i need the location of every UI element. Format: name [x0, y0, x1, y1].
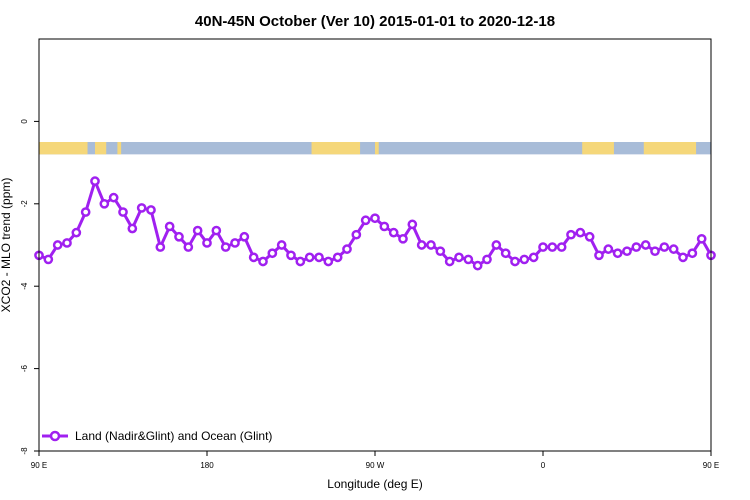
data-point: [155, 242, 166, 252]
data-point: [332, 252, 343, 263]
data-point: [631, 242, 642, 252]
data-point: [304, 252, 315, 263]
y-tick-label: -2: [20, 200, 29, 208]
data-point: [136, 203, 147, 213]
data-point: [71, 227, 82, 238]
data-point: [575, 227, 586, 238]
data-point: [258, 256, 268, 267]
data-point: [220, 242, 231, 252]
data-point: [491, 240, 502, 250]
x-tick-label: 0: [541, 461, 546, 470]
data-point: [174, 231, 184, 242]
data-series: [34, 176, 716, 271]
data-point: [202, 238, 212, 248]
data-point: [622, 246, 632, 257]
land-segment: [117, 142, 122, 155]
data-point: [435, 246, 446, 257]
data-point: [192, 225, 203, 236]
data-point: [52, 240, 63, 250]
data-point: [500, 248, 511, 259]
data-point: [99, 198, 110, 209]
x-tick-label: 180: [200, 461, 214, 470]
legend-label: Land (Nadir&Glint) and Ocean (Glint): [75, 429, 272, 443]
data-point: [668, 244, 679, 254]
data-point: [472, 260, 483, 271]
x-tick-label: 90 E: [703, 461, 719, 470]
data-point: [146, 205, 156, 215]
x-tick-label: 90 W: [366, 461, 385, 470]
y-tick-label: -4: [20, 282, 29, 290]
data-point: [566, 229, 576, 240]
data-point: [640, 240, 651, 250]
data-point: [407, 219, 418, 230]
data-point: [127, 223, 138, 234]
land-ocean-bar: [39, 142, 711, 155]
axis-ticks: 90 E 180 90 W 0 90 E 0 -2 -4 -6 -8: [20, 119, 719, 470]
data-point: [230, 238, 240, 248]
data-point: [62, 238, 72, 248]
y-axis-label: XCO2 - MLO trend (ppm): [0, 178, 13, 313]
data-point: [603, 244, 614, 254]
data-point: [687, 248, 698, 259]
data-point: [108, 192, 119, 203]
y-tick-label: -8: [20, 447, 29, 455]
data-point: [267, 248, 278, 259]
data-point: [594, 250, 604, 261]
data-point: [650, 246, 660, 257]
data-point: [528, 252, 539, 263]
data-point: [426, 240, 436, 250]
land-segment: [375, 142, 379, 155]
data-point: [379, 221, 390, 232]
data-point: [118, 207, 128, 217]
data-point: [678, 252, 688, 263]
x-tick-label: 90 E: [31, 461, 47, 470]
data-point: [463, 254, 474, 265]
data-point: [519, 254, 530, 265]
data-point: [80, 207, 91, 217]
land-segment: [39, 142, 88, 155]
data-point: [211, 225, 222, 236]
data-point: [538, 242, 548, 252]
land-segment: [311, 142, 361, 155]
data-point: [416, 240, 427, 250]
land-segment: [582, 142, 614, 155]
chart-title: 40N-45N October (Ver 10) 2015-01-01 to 2…: [195, 13, 555, 30]
data-point: [183, 242, 194, 252]
data-point: [90, 176, 100, 186]
data-point: [584, 231, 595, 242]
data-point: [43, 254, 54, 265]
data-point: [351, 229, 362, 240]
data-point: [286, 250, 296, 261]
data-point: [360, 215, 371, 226]
legend-swatch-marker: [49, 430, 61, 442]
data-point: [444, 256, 455, 267]
y-tick-label: 0: [20, 119, 29, 124]
data-point: [388, 227, 399, 238]
data-point: [342, 244, 352, 254]
data-point: [547, 242, 558, 252]
data-point: [276, 240, 287, 250]
data-point: [314, 252, 324, 263]
plot-frame: [38, 38, 712, 452]
y-tick-label: -6: [20, 364, 29, 372]
data-point: [248, 252, 259, 263]
data-point: [239, 231, 250, 242]
x-axis-label: Longitude (deg E): [327, 477, 422, 491]
data-point: [295, 256, 306, 267]
data-point: [696, 233, 707, 244]
legend: Land (Nadir&Glint) and Ocean (Glint): [42, 429, 272, 443]
data-point: [323, 256, 334, 267]
data-point: [370, 213, 380, 224]
data-point: [398, 233, 408, 244]
data-point: [659, 242, 670, 252]
data-point: [164, 221, 175, 232]
data-point: [556, 242, 567, 252]
data-point: [612, 248, 623, 259]
data-point: [454, 252, 464, 263]
data-point: [482, 254, 492, 265]
land-segment: [95, 142, 107, 155]
data-point: [510, 256, 520, 267]
land-segment: [643, 142, 697, 155]
